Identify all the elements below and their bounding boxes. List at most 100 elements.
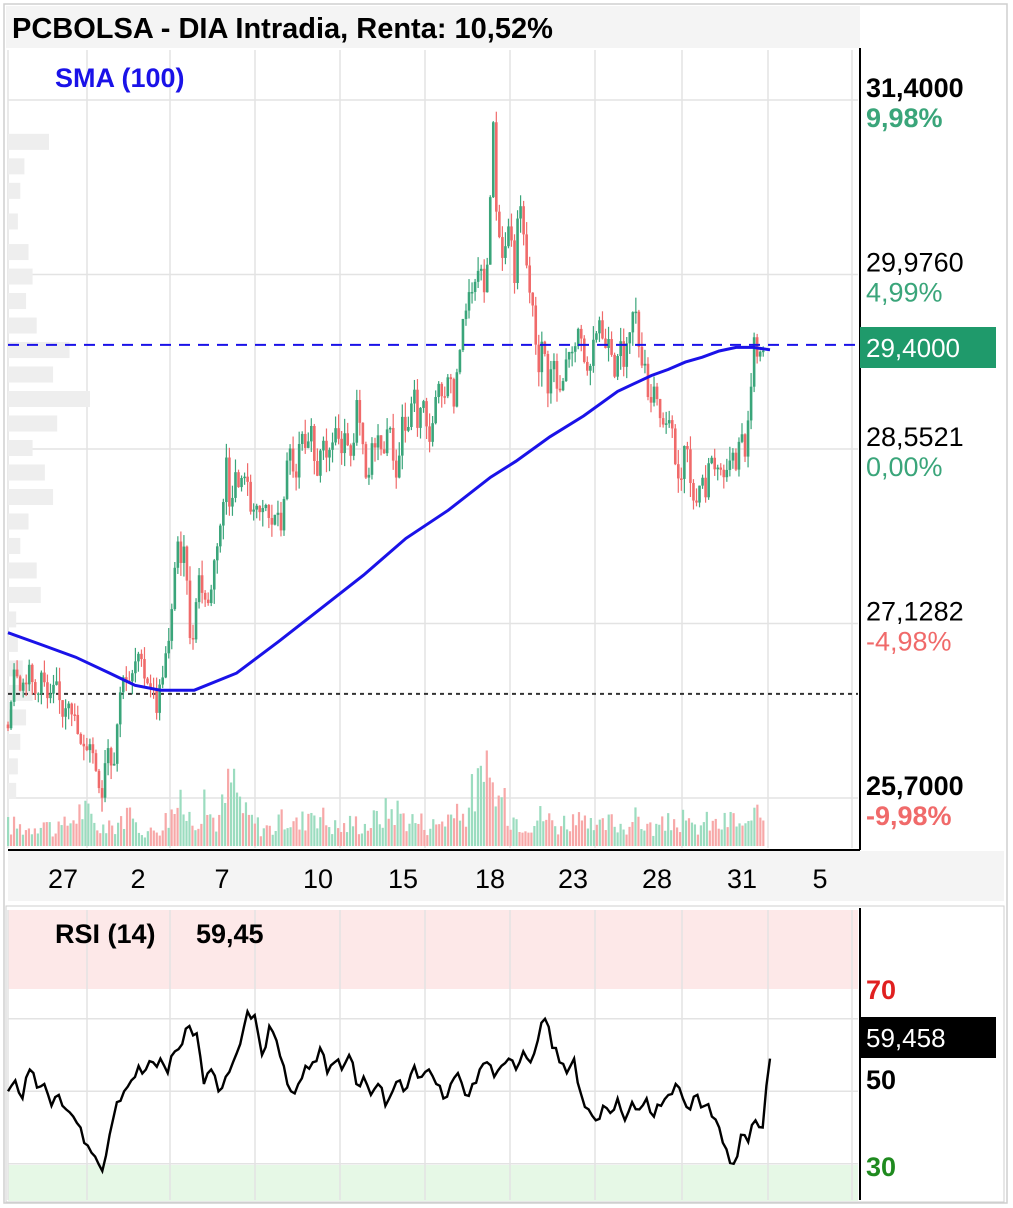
volume-bar bbox=[652, 835, 655, 846]
candle-body bbox=[686, 445, 689, 450]
candle-body bbox=[303, 433, 307, 448]
candle-body bbox=[740, 434, 744, 442]
volume-profile-bar bbox=[8, 366, 54, 383]
volume-bar bbox=[726, 827, 729, 846]
candle-body bbox=[194, 602, 198, 640]
volume-bar bbox=[274, 830, 277, 846]
volume-profile-bar bbox=[8, 244, 29, 261]
volume-bar bbox=[658, 824, 661, 846]
candle-body bbox=[513, 240, 516, 283]
volume-bar bbox=[503, 788, 506, 846]
candle-body bbox=[18, 676, 22, 691]
volume-bar bbox=[676, 827, 679, 846]
volume-bar bbox=[301, 811, 304, 846]
candle-body bbox=[719, 467, 723, 470]
candle-body bbox=[522, 206, 525, 235]
candle-body bbox=[382, 449, 386, 454]
volume-profile-bar bbox=[8, 733, 21, 750]
volume-bar bbox=[735, 826, 738, 846]
volume-bar bbox=[512, 817, 515, 846]
volume-bar bbox=[500, 797, 503, 846]
volume-bar bbox=[592, 830, 595, 846]
candle-body bbox=[683, 445, 686, 479]
candle-body bbox=[746, 420, 750, 457]
candle-body bbox=[701, 477, 704, 486]
candle-body bbox=[297, 443, 301, 478]
volume-bar bbox=[155, 832, 158, 846]
volume-bar bbox=[250, 814, 254, 846]
volume-bar bbox=[363, 823, 366, 846]
volume-bar bbox=[137, 832, 141, 846]
candle-body bbox=[61, 700, 64, 717]
candle-body bbox=[549, 369, 553, 394]
volume-bar bbox=[84, 800, 87, 846]
volume-bar bbox=[334, 820, 337, 846]
volume-bar bbox=[568, 831, 572, 846]
candle-body bbox=[725, 469, 729, 478]
candle-body bbox=[30, 664, 34, 683]
candle-body bbox=[737, 441, 741, 470]
candle-body bbox=[519, 206, 522, 219]
volume-bar bbox=[583, 815, 587, 846]
candle-body bbox=[416, 389, 419, 428]
candle-body bbox=[276, 512, 280, 515]
volume-bar bbox=[146, 831, 149, 846]
candle-body bbox=[476, 270, 480, 282]
volume-bar bbox=[307, 813, 310, 846]
volume-bar bbox=[331, 834, 334, 846]
volume-bar bbox=[122, 828, 126, 846]
candle-body bbox=[367, 474, 371, 478]
candle-body bbox=[458, 350, 462, 373]
volume-bar bbox=[140, 835, 143, 846]
candle-body bbox=[243, 476, 246, 479]
candle-body bbox=[294, 471, 298, 478]
candle-body bbox=[209, 589, 213, 604]
x-tick-label: 10 bbox=[303, 864, 333, 894]
volume-bar bbox=[455, 803, 459, 846]
volume-bar bbox=[164, 813, 167, 846]
volume-bar bbox=[524, 831, 527, 846]
volume-bar bbox=[509, 829, 512, 846]
candle-body bbox=[758, 351, 762, 357]
candle-body bbox=[670, 420, 674, 429]
candle-body bbox=[613, 354, 616, 377]
volume-bar bbox=[738, 823, 741, 846]
volume-bar bbox=[565, 829, 569, 846]
volume-bar bbox=[176, 807, 179, 846]
volume-bar bbox=[560, 826, 563, 846]
candle-body bbox=[646, 363, 650, 398]
volume-bar bbox=[218, 814, 221, 846]
rsi-line bbox=[6, 1008, 772, 1175]
volume-profile-bar bbox=[8, 537, 21, 554]
candle-body bbox=[579, 328, 583, 339]
candle-body bbox=[300, 433, 304, 444]
candle-body bbox=[319, 450, 322, 476]
volume-bar bbox=[453, 818, 456, 846]
rsi-tick-30: 30 bbox=[866, 1152, 896, 1182]
volume-bar bbox=[390, 809, 393, 846]
volume-bar bbox=[372, 810, 375, 846]
candle-body bbox=[337, 428, 340, 439]
volume-bar bbox=[699, 825, 702, 846]
rsi-overbought-zone bbox=[8, 910, 858, 989]
candle-body bbox=[455, 372, 459, 407]
volume-bar bbox=[548, 813, 551, 846]
volume-bar bbox=[387, 818, 390, 846]
candle-body bbox=[419, 407, 422, 428]
volume-bar bbox=[283, 829, 286, 846]
volume-bar bbox=[63, 816, 66, 846]
candle-body bbox=[73, 714, 77, 716]
candle-body bbox=[306, 441, 310, 448]
volume-bar bbox=[384, 798, 387, 846]
candle-body bbox=[246, 476, 249, 482]
candle-body bbox=[537, 344, 541, 373]
candle-body bbox=[491, 122, 495, 198]
volume-bar bbox=[563, 815, 566, 846]
volume-bar bbox=[316, 828, 319, 846]
candle-body bbox=[67, 703, 70, 709]
candle-body bbox=[507, 226, 510, 247]
volume-bar bbox=[684, 820, 688, 846]
volume-profile-bar bbox=[8, 611, 17, 628]
last-price-label: 29,4000 bbox=[866, 333, 960, 363]
candle-body bbox=[249, 481, 252, 512]
